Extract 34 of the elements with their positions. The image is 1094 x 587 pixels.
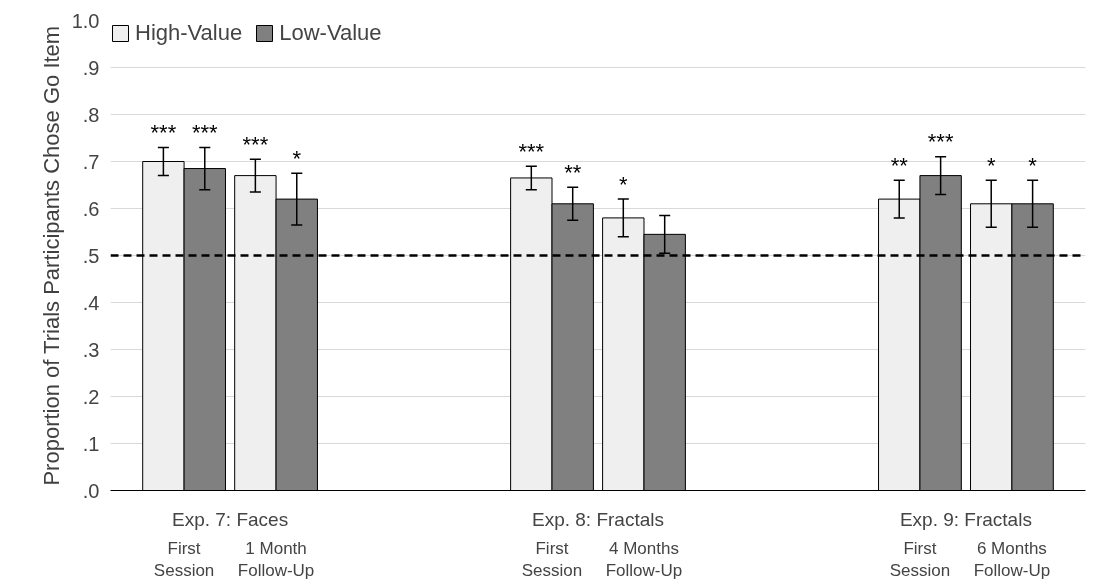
- y-tick-label: .0: [82, 479, 100, 502]
- x-tick-label: 6 Months Follow-Up: [973, 538, 1051, 581]
- text: Exp. 8: Fractals: [532, 508, 665, 530]
- data-label: **: [564, 160, 582, 185]
- data-label: **: [890, 152, 909, 178]
- x-tick-label: First Session: [521, 538, 583, 581]
- data-label: *: [292, 145, 302, 171]
- text: Exp. 9: Fractals: [899, 508, 1032, 530]
- data-label: *: [986, 152, 996, 178]
- legend-label: High-Value: [135, 20, 243, 46]
- y-tick-label: .7: [82, 150, 100, 173]
- x-tick-label: First Session: [153, 538, 215, 581]
- data-label: *: [1028, 152, 1038, 178]
- x-tick-label: 1 Month Follow-Up: [237, 538, 315, 581]
- data-label: ***: [518, 138, 545, 164]
- data-label: ***: [927, 129, 954, 155]
- y-tick-label: .2: [82, 385, 100, 408]
- y-tick-label: .1: [82, 432, 100, 455]
- y-tick-label: .8: [82, 103, 100, 126]
- legend-label: Low-Value: [279, 20, 382, 46]
- y-tick-label: .3: [82, 338, 100, 361]
- y-tick-label: .9: [82, 56, 100, 79]
- data-label: *: [619, 171, 629, 197]
- y-tick-label: .6: [82, 197, 100, 220]
- data-label: ***: [191, 120, 219, 146]
- x-tick-label: 4 Months Follow-Up: [605, 538, 683, 581]
- y-tick-label: .4: [82, 291, 100, 314]
- y-tick-label: .5: [82, 244, 100, 267]
- y-axis-title: Proportion of Trials Participants Chose Go Item: [38, 25, 64, 486]
- data-label: ***: [150, 120, 177, 146]
- y-tick-label: 1.0: [71, 9, 100, 32]
- x-tick-label: First Session: [889, 538, 951, 581]
- data-label: ***: [242, 131, 269, 157]
- text: Exp. 7: Faces: [171, 508, 289, 530]
